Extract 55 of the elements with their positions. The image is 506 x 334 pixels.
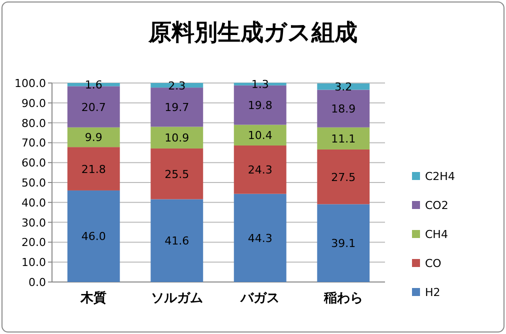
legend-label: H2 bbox=[425, 286, 440, 299]
data-label: 10.9 bbox=[164, 132, 190, 145]
data-label: 46.0 bbox=[81, 230, 106, 244]
data-label: 18.9 bbox=[331, 102, 356, 116]
bar bbox=[317, 149, 370, 204]
bar bbox=[317, 127, 370, 150]
y-tick-label: 60.0 bbox=[22, 156, 46, 170]
data-label: 25.5 bbox=[164, 168, 190, 181]
data-label: 3.2 bbox=[334, 80, 352, 94]
bar bbox=[234, 194, 286, 282]
y-tick-label: 70.0 bbox=[22, 136, 46, 150]
chart-title: 原料別生成ガス組成 bbox=[148, 20, 358, 46]
y-tick-label: 80.0 bbox=[22, 116, 46, 130]
data-label: 27.5 bbox=[331, 170, 356, 184]
y-tick-label: 40.0 bbox=[22, 196, 46, 210]
bar bbox=[150, 126, 204, 148]
x-tick-label: バガス bbox=[240, 291, 280, 306]
data-label: 39.1 bbox=[331, 237, 356, 250]
bar bbox=[150, 148, 204, 200]
data-label: 20.7 bbox=[81, 100, 106, 114]
data-label: 2.3 bbox=[168, 79, 186, 92]
legend-label: C2H4 bbox=[425, 170, 455, 183]
bar bbox=[67, 127, 120, 148]
bar bbox=[317, 204, 370, 282]
data-label: 9.9 bbox=[84, 131, 102, 144]
y-tick-label: 10.0 bbox=[22, 256, 46, 270]
y-tick-label: 0.0 bbox=[28, 276, 46, 289]
x-tick-label: 稲わら bbox=[322, 291, 363, 306]
data-label: 44.3 bbox=[248, 232, 272, 245]
y-tick-label: 20.0 bbox=[22, 236, 46, 250]
data-label: 10.4 bbox=[248, 129, 272, 142]
y-tick-label: 50.0 bbox=[22, 176, 46, 190]
data-label: 24.3 bbox=[248, 164, 272, 177]
data-label: 41.6 bbox=[164, 234, 190, 248]
data-label: 19.8 bbox=[248, 99, 272, 112]
bar bbox=[67, 190, 120, 282]
legend-label: CO2 bbox=[425, 199, 448, 212]
data-label: 1.6 bbox=[84, 78, 102, 92]
legend-label: CH4 bbox=[425, 228, 448, 241]
bar bbox=[234, 145, 286, 194]
bar bbox=[234, 124, 286, 146]
legend-label: CO bbox=[425, 257, 442, 270]
bar bbox=[150, 83, 204, 88]
bar bbox=[317, 83, 370, 90]
data-label: 19.7 bbox=[164, 101, 190, 114]
data-label: 21.8 bbox=[81, 162, 106, 176]
bar bbox=[67, 147, 120, 190]
y-tick-label: 90.0 bbox=[22, 96, 46, 110]
x-tick-label: ソルガム bbox=[150, 291, 203, 306]
y-tick-label: 100.0 bbox=[14, 77, 46, 90]
x-tick-label: 木質 bbox=[80, 290, 107, 306]
y-tick-label: 30.0 bbox=[22, 216, 46, 230]
bar bbox=[317, 90, 370, 128]
data-label: 11.1 bbox=[331, 132, 356, 146]
bar bbox=[150, 199, 204, 282]
